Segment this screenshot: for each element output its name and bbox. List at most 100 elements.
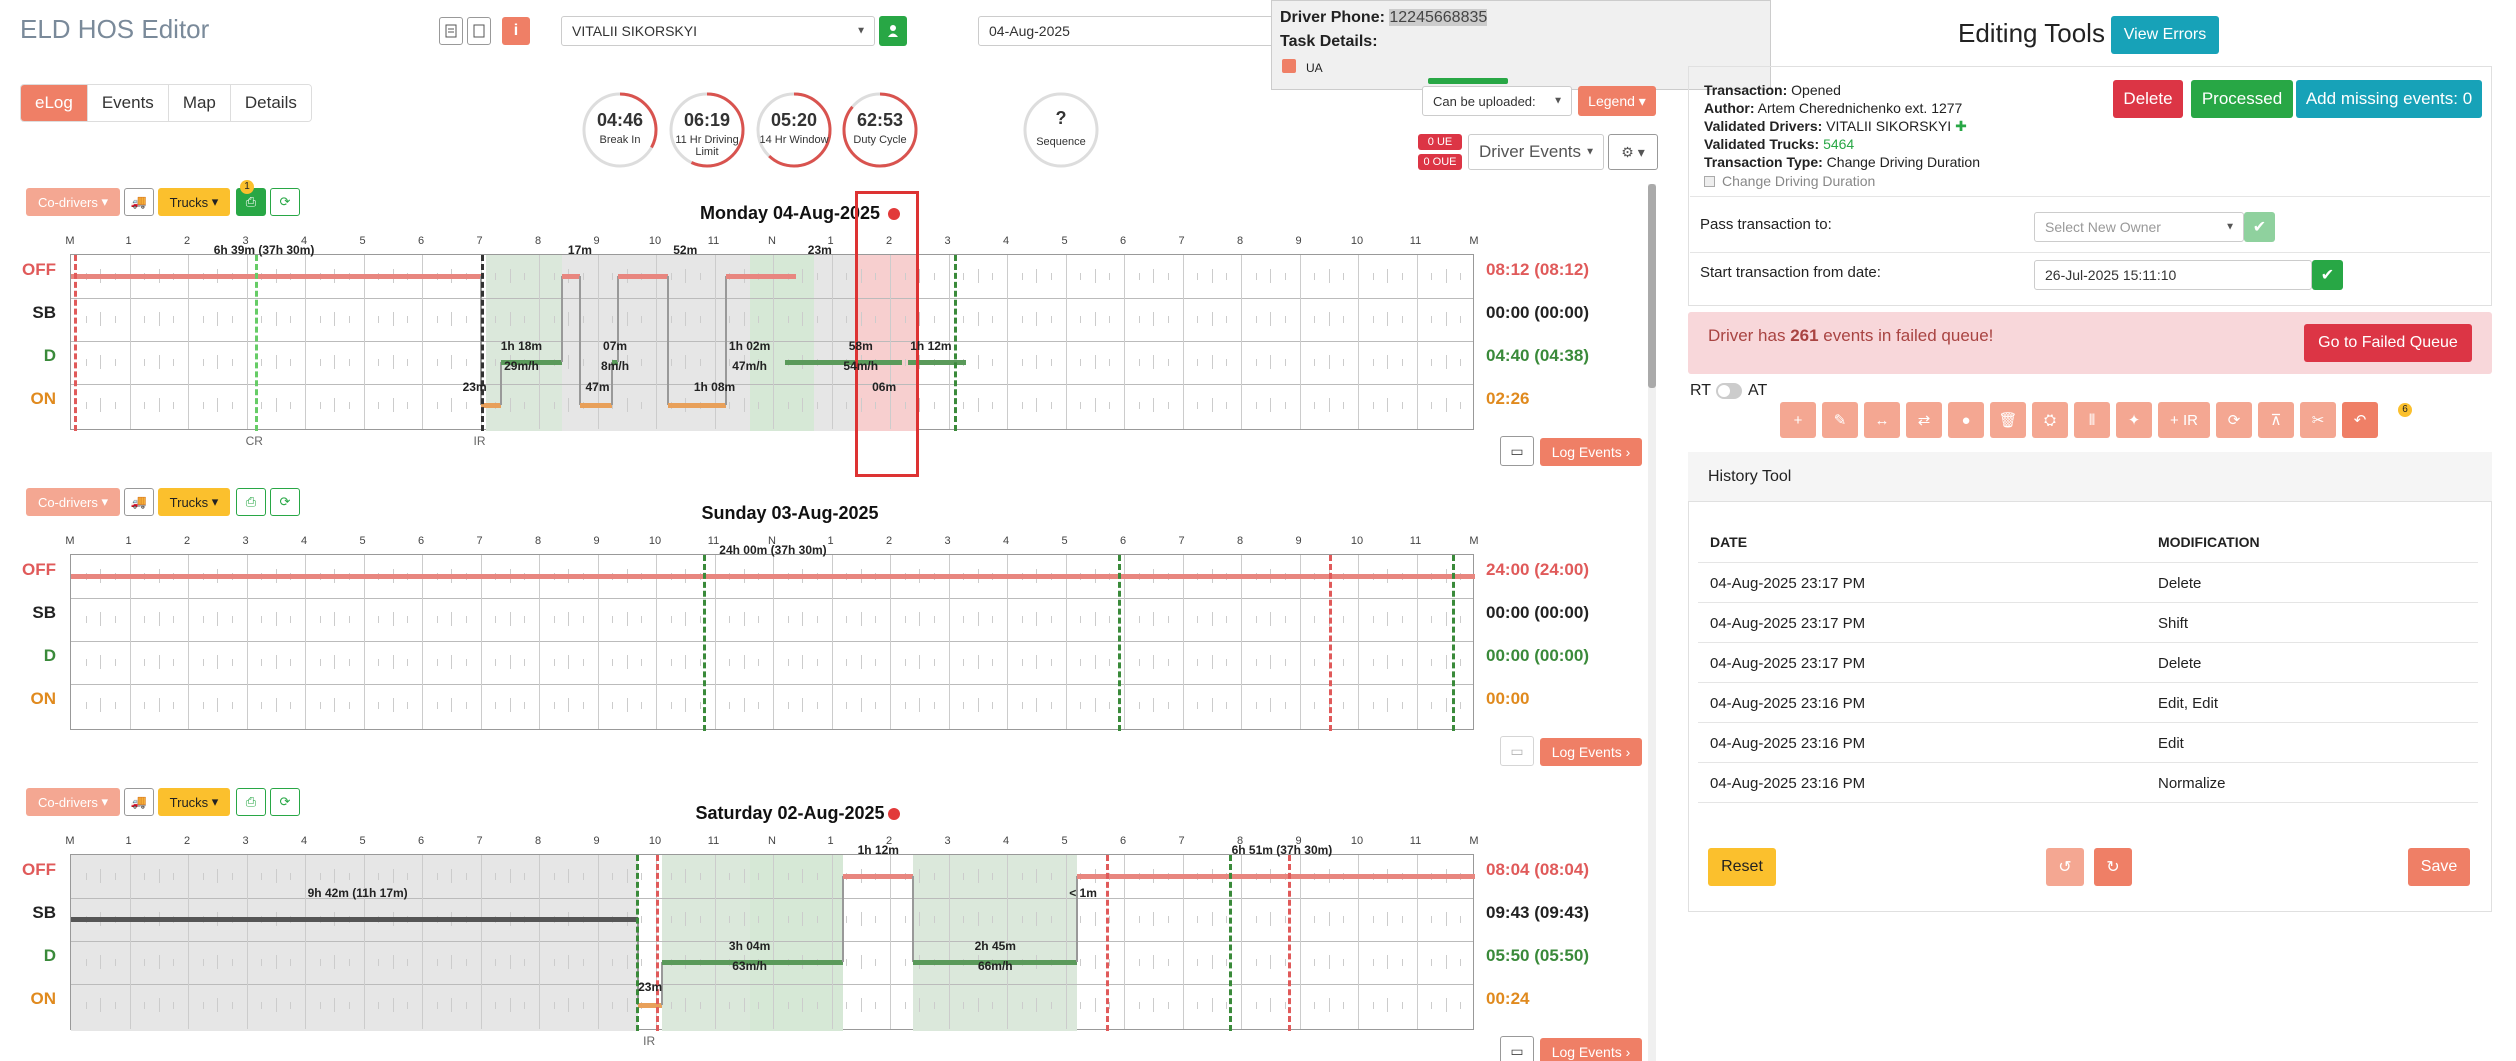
comment-icon[interactable]: ▭ xyxy=(1500,436,1534,466)
log-graph[interactable]: 6h 39m (37h 30m) 17m 52m 23m 1h 18m 29m/h 07m 8… xyxy=(70,191,1474,477)
reset-button[interactable]: Reset xyxy=(1708,848,1776,886)
status-segment[interactable] xyxy=(913,960,1078,965)
truck-icon[interactable]: 🚚 xyxy=(124,188,154,216)
event-marker[interactable] xyxy=(1287,855,1291,1031)
codrivers-button[interactable]: Co-drivers ▾ xyxy=(26,788,120,816)
add-missing-events-button[interactable]: Add missing events: 0 xyxy=(2296,80,2482,118)
trucks-button[interactable]: Trucks ▾ xyxy=(158,488,230,516)
event-marker[interactable] xyxy=(1328,555,1332,731)
note-icon[interactable] xyxy=(467,17,491,45)
tab-details[interactable]: Details xyxy=(230,85,311,121)
view-errors-button[interactable]: View Errors xyxy=(2111,16,2219,54)
columns-icon[interactable]: ⫴ xyxy=(2074,402,2110,438)
group-icon[interactable]: ⛭ xyxy=(2032,402,2068,438)
confirm-start-date-button[interactable]: ✔ xyxy=(2312,260,2343,290)
change-duration-checkbox[interactable] xyxy=(1704,176,1715,187)
delete-button[interactable]: Delete xyxy=(2113,80,2183,118)
status-segment[interactable] xyxy=(612,360,618,365)
info-icon[interactable]: i xyxy=(502,17,530,45)
tab-events[interactable]: Events xyxy=(87,85,169,121)
start-date-input[interactable]: 26-Jul-2025 15:11:10 xyxy=(2034,260,2312,290)
status-segment[interactable] xyxy=(661,960,844,965)
magic-icon[interactable]: ✦ xyxy=(2116,402,2152,438)
event-marker[interactable] xyxy=(1118,555,1122,731)
date-input[interactable]: 04-Aug-2025 xyxy=(978,16,1278,46)
event-marker[interactable] xyxy=(1229,855,1233,1031)
save-button[interactable]: Save xyxy=(2408,848,2470,886)
driver-icon[interactable]: ● xyxy=(1948,402,1984,438)
status-segment[interactable] xyxy=(480,403,501,408)
status-segment[interactable] xyxy=(562,274,580,279)
failed-queue-button[interactable]: Go to Failed Queue xyxy=(2304,324,2472,362)
event-marker[interactable] xyxy=(1451,555,1455,731)
processed-button[interactable]: Processed xyxy=(2191,80,2293,118)
status-segment[interactable] xyxy=(71,574,1475,579)
legend-button[interactable]: Legend ▾ xyxy=(1578,86,1656,116)
phone-value[interactable]: 12245668835 xyxy=(1389,9,1488,26)
codrivers-button[interactable]: Co-drivers ▾ xyxy=(26,188,120,216)
status-segment[interactable] xyxy=(617,274,668,279)
codrivers-button[interactable]: Co-drivers ▾ xyxy=(26,488,120,516)
event-marker[interactable] xyxy=(954,255,958,431)
truck-icon[interactable]: 🚚 xyxy=(124,488,154,516)
event-marker[interactable] xyxy=(656,855,659,1031)
refresh-icon[interactable]: ⟳ xyxy=(270,788,300,816)
driver-events-select[interactable]: Driver Events ▼ xyxy=(1468,134,1604,170)
status-segment[interactable] xyxy=(907,360,967,365)
status-segment[interactable] xyxy=(500,360,563,365)
comment-icon[interactable]: ▭ xyxy=(1500,736,1534,766)
print-icon[interactable]: ⎙ xyxy=(236,788,266,816)
status-segment[interactable] xyxy=(1077,874,1475,879)
log-scrollbar[interactable] xyxy=(1648,184,1656,1061)
event-marker[interactable] xyxy=(255,255,259,431)
tab-elog[interactable]: eLog xyxy=(21,85,88,121)
driver-profile-button[interactable] xyxy=(879,16,907,46)
swap-icon[interactable]: ⇄ xyxy=(1906,402,1942,438)
selection-box[interactable] xyxy=(854,191,920,477)
log-events-button[interactable]: Log Events › xyxy=(1540,1038,1642,1061)
event-marker[interactable] xyxy=(635,855,639,1031)
status-segment[interactable] xyxy=(843,360,902,365)
scrollbar-thumb[interactable] xyxy=(1648,184,1656,388)
status-segment[interactable] xyxy=(71,274,481,279)
status-segment[interactable] xyxy=(843,874,914,879)
add-ir-icon[interactable]: + IR xyxy=(2158,402,2210,438)
rt-at-toggle[interactable] xyxy=(1716,383,1742,399)
event-marker[interactable] xyxy=(480,255,484,431)
delete-icon[interactable]: 🗑 xyxy=(1990,402,2026,438)
cut-icon[interactable]: ✂ xyxy=(2300,402,2336,438)
status-segment[interactable] xyxy=(71,917,639,922)
can-upload-select[interactable]: Can be uploaded: ▼ xyxy=(1422,86,1572,116)
status-segment[interactable] xyxy=(726,274,785,279)
trucks-button[interactable]: Trucks ▾ xyxy=(158,188,230,216)
undo-button[interactable]: ↺ xyxy=(2046,848,2084,886)
status-segment[interactable] xyxy=(784,360,844,365)
print-icon[interactable]: ⎙ xyxy=(236,488,266,516)
event-marker[interactable] xyxy=(1106,855,1110,1031)
document-icon[interactable] xyxy=(439,17,463,45)
log-events-button[interactable]: Log Events › xyxy=(1540,738,1642,766)
trucks-button[interactable]: Trucks ▾ xyxy=(158,788,230,816)
truck-icon[interactable]: 🚚 xyxy=(124,788,154,816)
refresh-icon[interactable]: ⟳ xyxy=(270,488,300,516)
log-graph[interactable]: 24h 00m (37h 30m) xyxy=(70,543,1475,731)
event-marker[interactable] xyxy=(73,255,77,431)
status-segment[interactable] xyxy=(638,1003,662,1008)
shift-icon[interactable]: ↔ xyxy=(1864,402,1900,438)
refresh-icon[interactable]: ⟳ xyxy=(270,188,300,216)
log-events-button[interactable]: Log Events › xyxy=(1540,438,1642,466)
edit-icon[interactable]: ✎ xyxy=(1822,402,1858,438)
new-owner-select[interactable]: Select New Owner ▼ xyxy=(2034,212,2244,242)
redo-button[interactable]: ↻ xyxy=(2094,848,2132,886)
align-icon[interactable]: ⊼ xyxy=(2258,402,2294,438)
log-graph[interactable]: 1h 12m 6h 51m (37h 30m) 9h 42m (11h 17m) < … xyxy=(70,843,1475,1031)
comment-icon[interactable]: ▭ xyxy=(1500,1036,1534,1061)
settings-gear-button[interactable]: ⚙ ▾ xyxy=(1608,134,1658,170)
status-segment[interactable] xyxy=(579,403,613,408)
status-segment[interactable] xyxy=(784,274,797,279)
tab-map[interactable]: Map xyxy=(168,85,231,121)
history-icon[interactable]: ↶ xyxy=(2342,402,2378,438)
confirm-owner-button[interactable]: ✔ xyxy=(2244,212,2275,242)
add-icon[interactable]: + xyxy=(1780,402,1816,438)
driver-select[interactable]: VITALII SIKORSKYI ▼ xyxy=(561,16,875,46)
